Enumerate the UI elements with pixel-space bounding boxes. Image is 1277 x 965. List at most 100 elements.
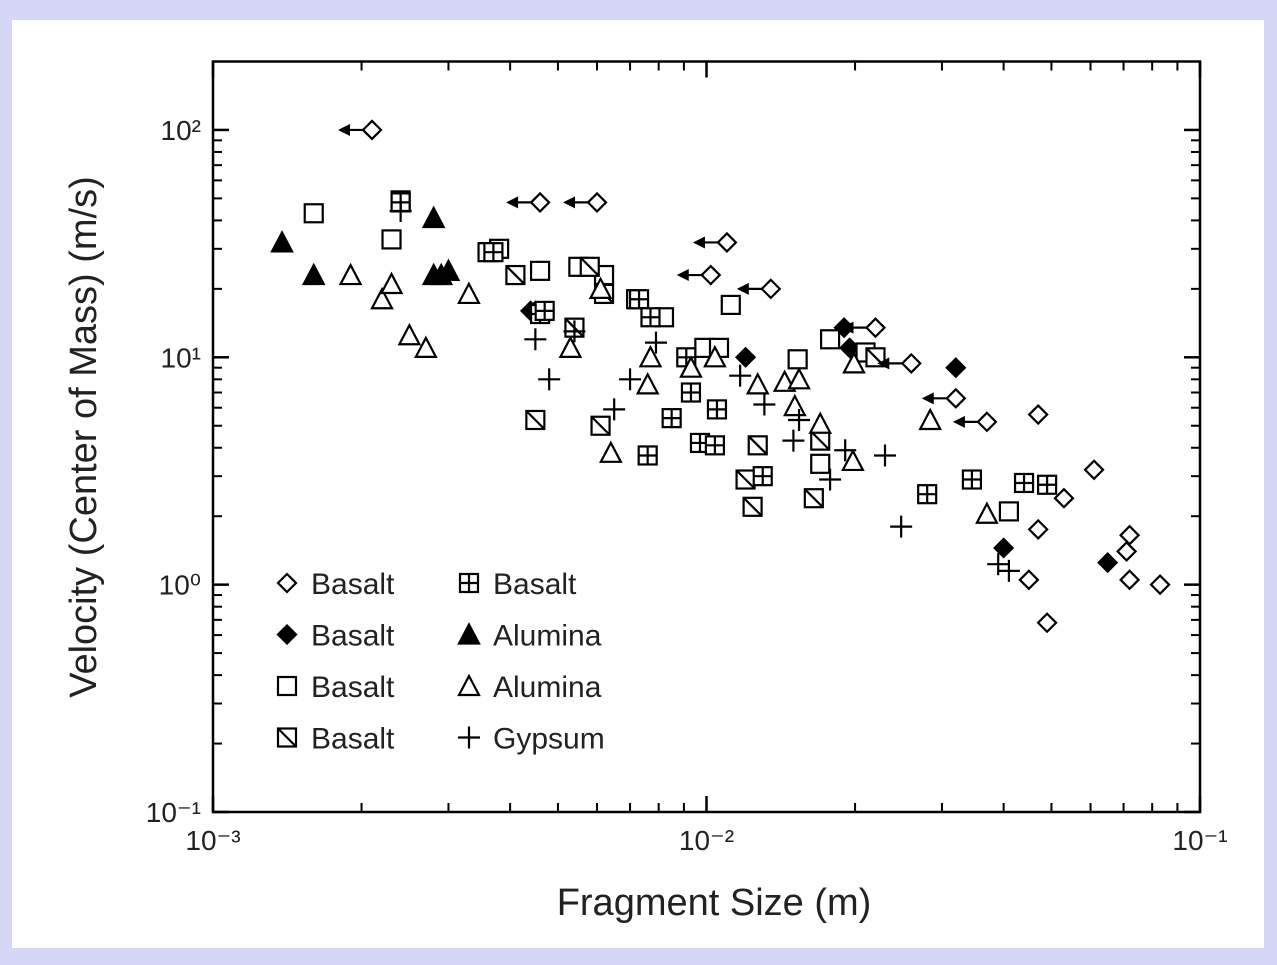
point-shape bbox=[692, 236, 705, 249]
point-shape bbox=[457, 622, 481, 645]
point bbox=[782, 429, 805, 452]
point bbox=[370, 286, 394, 310]
point-shape bbox=[864, 317, 887, 339]
point-shape bbox=[1027, 518, 1049, 540]
point-shape bbox=[303, 203, 324, 224]
point-shape bbox=[975, 501, 999, 524]
point bbox=[720, 294, 741, 316]
point bbox=[997, 559, 1020, 582]
point-shape bbox=[558, 335, 583, 358]
point bbox=[735, 346, 757, 368]
point bbox=[692, 231, 738, 254]
point-shape bbox=[529, 260, 551, 281]
point bbox=[635, 372, 660, 395]
point bbox=[590, 415, 611, 436]
legend-label: Alumina bbox=[493, 671, 602, 704]
point-shape bbox=[599, 440, 623, 463]
point-shape bbox=[808, 411, 833, 434]
legend-marker bbox=[458, 726, 480, 749]
point bbox=[952, 411, 998, 433]
point bbox=[579, 256, 600, 277]
point-shape bbox=[1097, 552, 1119, 574]
point-shape bbox=[703, 344, 727, 368]
point-shape bbox=[338, 262, 363, 286]
point bbox=[558, 335, 583, 358]
point bbox=[524, 328, 547, 351]
point bbox=[301, 262, 326, 286]
point bbox=[841, 448, 865, 472]
point-shape bbox=[421, 205, 446, 229]
point-shape bbox=[787, 349, 808, 370]
point-shape bbox=[810, 453, 831, 474]
point-shape bbox=[945, 357, 967, 379]
point-shape bbox=[742, 497, 763, 517]
point-shape bbox=[679, 355, 703, 378]
point-shape bbox=[1036, 612, 1058, 634]
point-shape bbox=[787, 366, 811, 390]
point bbox=[483, 242, 504, 263]
point bbox=[1036, 612, 1058, 634]
point-shape bbox=[635, 372, 660, 395]
point bbox=[338, 119, 383, 141]
point-shape bbox=[525, 410, 546, 430]
point bbox=[676, 264, 722, 286]
point bbox=[379, 271, 404, 295]
point bbox=[505, 264, 526, 286]
point-shape bbox=[877, 357, 890, 370]
point bbox=[874, 444, 897, 467]
point bbox=[742, 496, 763, 517]
point bbox=[506, 191, 551, 213]
point bbox=[429, 262, 454, 286]
point bbox=[842, 351, 866, 374]
point-shape bbox=[506, 196, 519, 209]
point bbox=[303, 203, 324, 224]
point bbox=[841, 317, 887, 339]
x-tick-label: 10⁻² bbox=[679, 825, 734, 856]
point bbox=[1027, 518, 1049, 540]
point bbox=[640, 307, 661, 328]
point-shape bbox=[1116, 540, 1138, 562]
point bbox=[993, 537, 1015, 559]
point bbox=[421, 205, 446, 229]
point-shape bbox=[945, 387, 967, 409]
point bbox=[787, 349, 808, 370]
point-shape bbox=[745, 372, 770, 395]
point-shape bbox=[918, 407, 943, 431]
legend-marker bbox=[458, 572, 480, 594]
legend-marker bbox=[276, 623, 298, 646]
point bbox=[1053, 487, 1075, 509]
legend-label: Basalt bbox=[311, 671, 395, 704]
point-shape bbox=[301, 262, 326, 286]
point bbox=[525, 409, 546, 431]
point-shape bbox=[638, 344, 663, 368]
point bbox=[819, 329, 841, 350]
point bbox=[1027, 403, 1049, 426]
point-shape bbox=[716, 231, 738, 254]
point-shape bbox=[276, 572, 298, 594]
y-tick-label: 10² bbox=[161, 115, 201, 146]
point bbox=[588, 276, 613, 299]
point bbox=[603, 398, 626, 421]
point-shape bbox=[505, 265, 526, 285]
x-axis-label: Fragment Size (m) bbox=[557, 882, 872, 924]
point-shape bbox=[804, 488, 824, 508]
point bbox=[752, 466, 773, 487]
point bbox=[661, 408, 682, 429]
point bbox=[729, 364, 752, 387]
legend-marker bbox=[276, 675, 298, 697]
point bbox=[877, 352, 922, 374]
point-shape bbox=[736, 282, 749, 295]
x-tick-label: 10⁻¹ bbox=[1172, 825, 1227, 856]
point bbox=[945, 357, 967, 379]
point-shape bbox=[841, 448, 865, 472]
y-axis-label: Velocity (Center of Mass) (m/s) bbox=[63, 176, 105, 698]
point-shape bbox=[1149, 574, 1171, 596]
point-shape bbox=[676, 269, 689, 282]
point-shape bbox=[1053, 487, 1075, 509]
point-shape bbox=[276, 675, 298, 697]
point-shape bbox=[976, 411, 998, 433]
point-shape bbox=[379, 271, 404, 295]
point bbox=[381, 229, 402, 250]
point-shape bbox=[842, 351, 866, 374]
